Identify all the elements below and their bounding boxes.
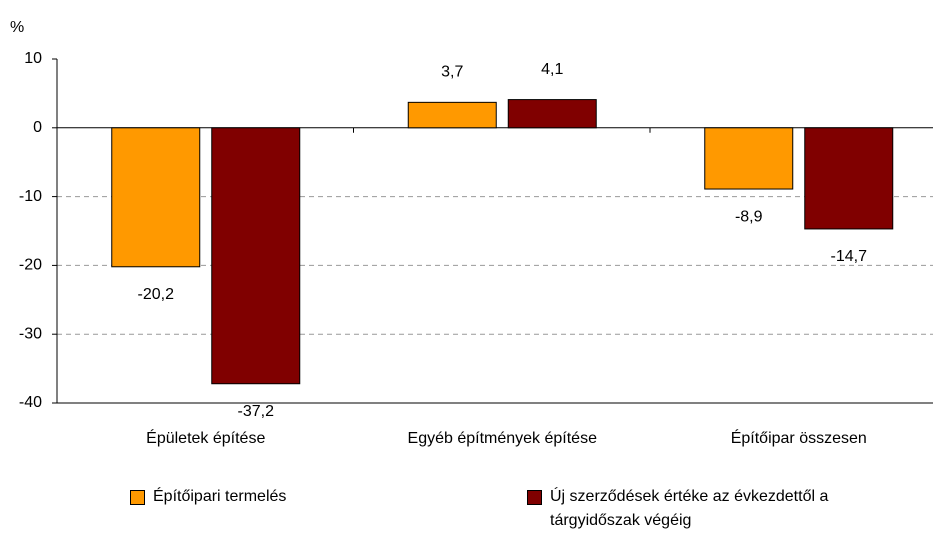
legend-label: Építőipari termelés bbox=[153, 488, 287, 505]
bar bbox=[804, 127, 894, 230]
y-tick-label: -40 bbox=[19, 394, 42, 411]
value-label: -14,7 bbox=[831, 248, 868, 265]
legend-label: Új szerződések értéke az évkezdettől a t… bbox=[550, 488, 829, 529]
value-label: 4,1 bbox=[541, 61, 563, 78]
legend-item: Új szerződések értéke az évkezdettől a t… bbox=[527, 485, 847, 533]
legend-item: Építőipari termelés bbox=[130, 485, 430, 509]
y-tick-label: 0 bbox=[33, 119, 42, 136]
bar bbox=[407, 101, 497, 129]
y-tick-label: -10 bbox=[19, 188, 42, 205]
value-label: -37,2 bbox=[238, 403, 275, 420]
x-tick-label: Építőipar összesen bbox=[731, 428, 867, 447]
legend-swatch bbox=[130, 490, 145, 505]
y-tick-label: -30 bbox=[19, 325, 42, 342]
x-tick-label: Épületek építése bbox=[146, 428, 265, 447]
bar bbox=[704, 127, 794, 190]
value-label: 3,7 bbox=[441, 64, 463, 81]
bar bbox=[507, 99, 597, 129]
x-tick-label: Egyéb építmények építése bbox=[408, 430, 598, 447]
y-axis-label: % bbox=[10, 19, 24, 36]
y-tick-label: 10 bbox=[24, 50, 42, 67]
y-tick-label: -20 bbox=[19, 257, 42, 274]
legend-swatch bbox=[527, 490, 542, 505]
value-label: -20,2 bbox=[138, 286, 175, 303]
bar bbox=[211, 127, 301, 385]
bar bbox=[111, 127, 201, 268]
value-label: -8,9 bbox=[735, 208, 763, 225]
